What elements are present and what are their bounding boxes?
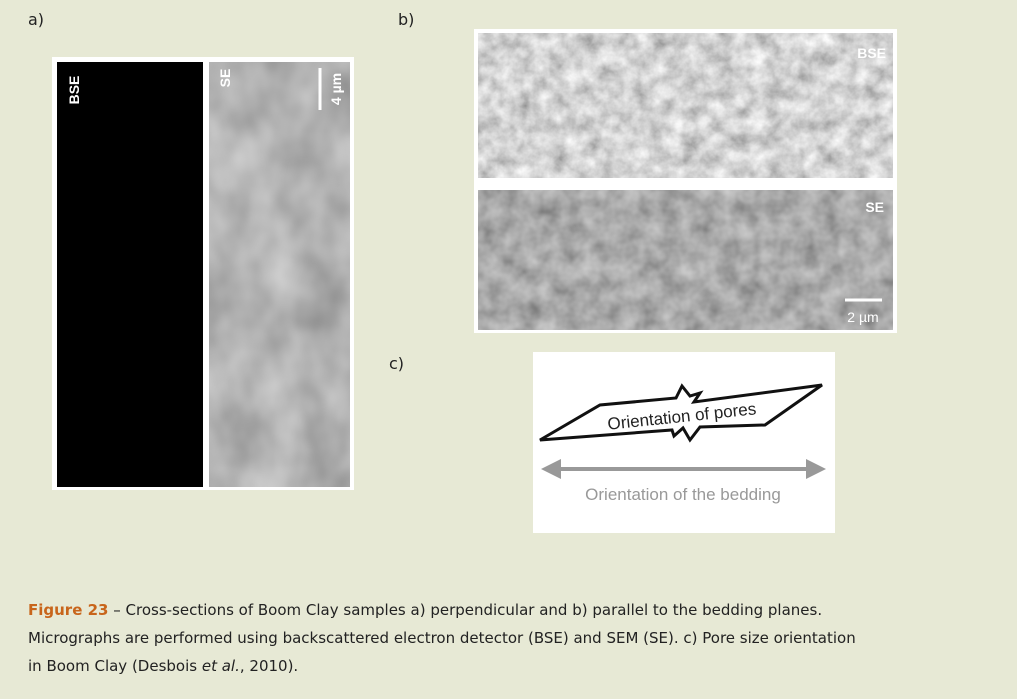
micrograph	[57, 62, 203, 487]
micrograph	[209, 62, 350, 487]
bedding-label: Orientation of the bedding	[585, 485, 781, 504]
scale-label: 4 µm	[328, 73, 344, 105]
caption: Figure 23 – Cross-sections of Boom Clay …	[28, 596, 858, 680]
caption-text: , 2010).	[240, 657, 298, 675]
figure: BSE SE 4 µm BSE SE 2 µm Orientation of p…	[0, 0, 1017, 590]
tag: SE	[865, 199, 884, 215]
micrograph	[478, 190, 893, 330]
caption-label: Figure 23	[28, 601, 108, 619]
page: a) b) c) BSE SE 4 µm BSE SE 2 µm	[0, 0, 1017, 699]
tag: BSE	[66, 76, 82, 105]
frame	[533, 352, 835, 533]
scale-label: 2 µm	[847, 309, 878, 325]
tag: SE	[217, 69, 233, 88]
tag: BSE	[857, 45, 886, 61]
caption-text: – Cross-sections of Boom Clay samples a)…	[28, 601, 856, 675]
caption-emphasis: et al.	[202, 657, 240, 675]
micrograph	[478, 33, 893, 178]
